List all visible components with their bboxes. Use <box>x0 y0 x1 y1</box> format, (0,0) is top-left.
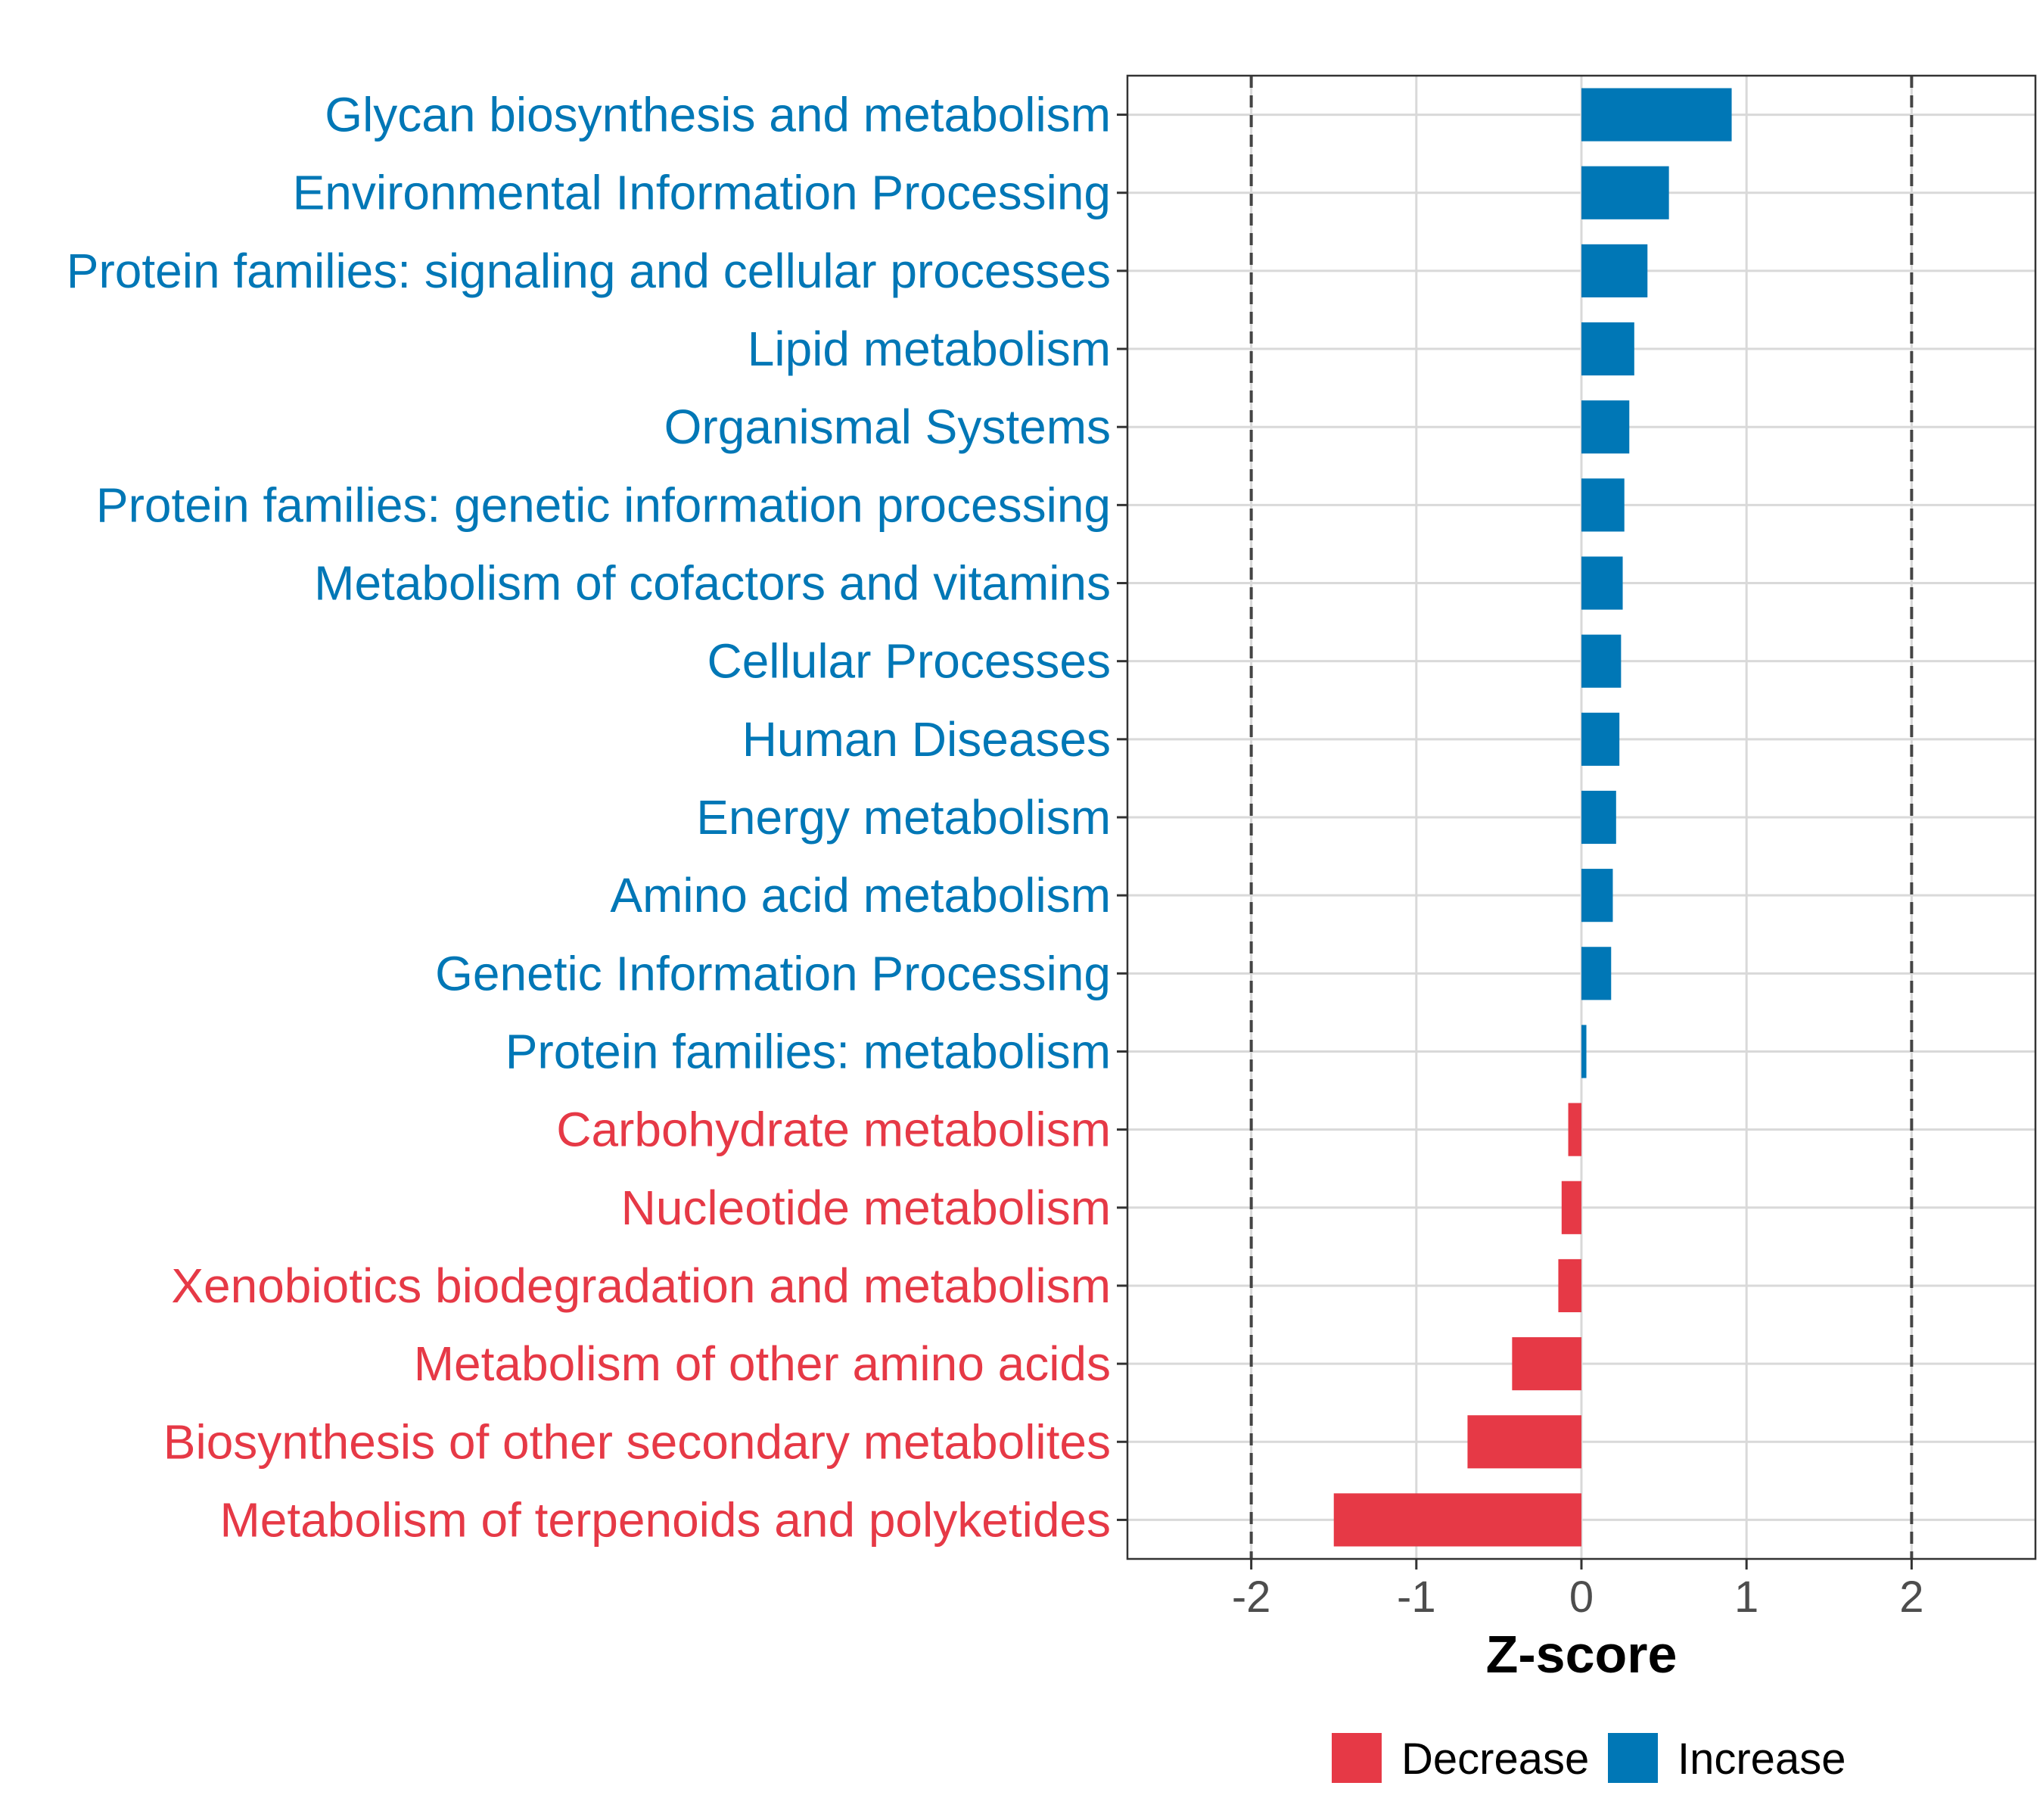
category-label: Genetic Information Processing <box>435 946 1111 1000</box>
legend-swatch <box>1608 1733 1658 1783</box>
category-label: Environmental Information Processing <box>293 166 1111 220</box>
category-label: Xenobiotics biodegradation and metabolis… <box>171 1258 1111 1313</box>
legend-label: Decrease <box>1401 1734 1589 1784</box>
x-tick-labels: -2 -1 0 1 2 <box>1232 1573 1924 1622</box>
bar <box>1581 244 1648 297</box>
x-tick-label: -2 <box>1232 1573 1271 1622</box>
bar <box>1558 1258 1581 1313</box>
category-label: Metabolism of terpenoids and polyketides <box>219 1492 1111 1547</box>
bar <box>1581 1025 1587 1078</box>
category-label: Protein families: metabolism <box>505 1024 1111 1078</box>
x-tick-label: 1 <box>1734 1573 1758 1622</box>
x-tick-label: 0 <box>1569 1573 1594 1622</box>
bar <box>1581 790 1616 845</box>
category-label: Protein families: genetic information pr… <box>96 478 1111 532</box>
category-label: Metabolism of other amino acids <box>414 1336 1111 1391</box>
bar <box>1581 556 1623 610</box>
category-label: Metabolism of cofactors and vitamins <box>314 556 1111 611</box>
bar <box>1467 1415 1581 1469</box>
category-labels: Glycan biosynthesis and metabolism Enviro… <box>67 88 1111 1548</box>
bar <box>1581 400 1630 454</box>
category-label: Cellular Processes <box>707 634 1111 689</box>
legend-swatch <box>1332 1733 1382 1783</box>
bar <box>1568 1103 1581 1156</box>
bar <box>1581 634 1622 688</box>
category-label: Organismal Systems <box>664 400 1111 454</box>
axis-ticks <box>1117 114 1913 1570</box>
legend-label: Increase <box>1678 1734 1846 1784</box>
legend: Decrease Increase <box>1332 1733 1846 1784</box>
bar <box>1581 322 1634 376</box>
bar <box>1581 478 1625 532</box>
x-tick-label: 2 <box>1899 1573 1923 1622</box>
bar <box>1581 869 1613 922</box>
bar <box>1581 166 1669 219</box>
bar <box>1512 1337 1581 1391</box>
category-label: Human Diseases <box>742 712 1111 767</box>
x-axis-title: Z-score <box>1486 1625 1678 1684</box>
category-label: Amino acid metabolism <box>610 868 1111 922</box>
bar <box>1333 1493 1581 1547</box>
x-tick-label: -1 <box>1397 1573 1436 1622</box>
reference-lines <box>1249 76 1914 1559</box>
category-label: Lipid metabolism <box>748 322 1111 376</box>
category-label: Protein families: signaling and cellular… <box>67 244 1111 298</box>
category-label: Carbohydrate metabolism <box>556 1103 1111 1157</box>
bar <box>1581 947 1612 1000</box>
category-label: Energy metabolism <box>696 790 1111 845</box>
bar <box>1581 712 1620 766</box>
bar <box>1561 1181 1581 1234</box>
bar <box>1581 88 1732 142</box>
bars <box>1333 88 1732 1547</box>
category-label: Nucleotide metabolism <box>621 1181 1111 1235</box>
category-label: Biosynthesis of other secondary metaboli… <box>163 1414 1111 1469</box>
category-label: Glycan biosynthesis and metabolism <box>325 88 1111 142</box>
